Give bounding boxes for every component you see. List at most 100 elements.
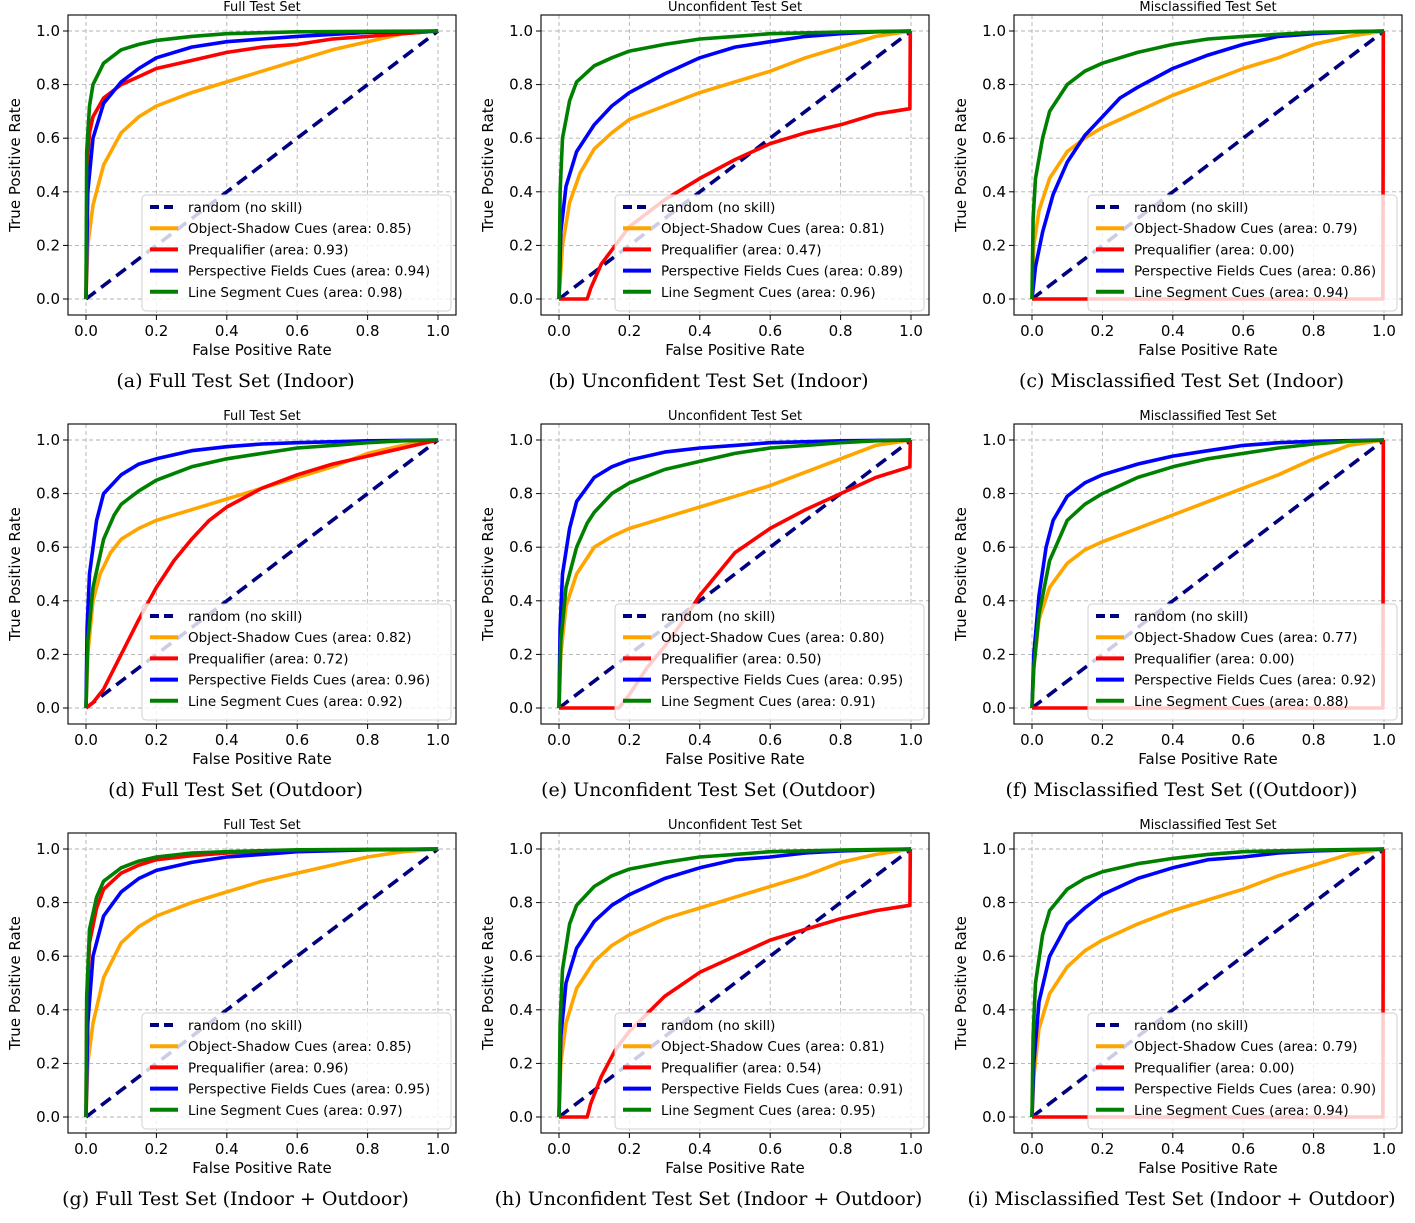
y-tick-label: 1.0	[36, 22, 60, 40]
x-tick-label: 0.4	[688, 322, 712, 340]
y-tick-label: 0.4	[509, 183, 533, 201]
y-tick-label: 0.0	[36, 290, 60, 308]
y-tick-label: 0.2	[509, 1054, 533, 1072]
legend-label-line-segment-cues: Line Segment Cues (area: 0.91)	[661, 694, 876, 710]
series-perspective-fields-cues	[1030, 847, 1385, 1118]
legend-label-random-no-skill: random (no skill)	[661, 200, 775, 216]
series-line-segment-cues	[84, 29, 439, 300]
x-tick-label: 0.8	[356, 322, 380, 340]
roc-chart: 0.0 0.0 0.2 0.2 0.4 0.4 0.6 0.6 0.8 0.8 1.0 1.0 Unco…	[479, 818, 930, 1177]
x-tick-label: 0.0	[74, 731, 98, 749]
legend-label-perspective-fields-cues: Perspective Fields Cues (area: 0.89)	[661, 264, 903, 280]
roc-chart: 0.0 0.0 0.2 0.2 0.4 0.4 0.6 0.6 0.8 0.8 1.0 1.0 Full…	[6, 818, 457, 1177]
x-axis-label: False Positive Rate	[192, 341, 331, 359]
y-tick-label: 0.4	[982, 183, 1006, 201]
x-tick-label: 1.0	[426, 322, 450, 340]
y-tick-label: 0.4	[509, 592, 533, 610]
y-tick-label: 0.4	[982, 592, 1006, 610]
x-tick-label: 0.4	[1161, 1140, 1185, 1158]
y-tick-label: 0.0	[982, 699, 1006, 717]
roc-chart: 0.0 0.0 0.2 0.2 0.4 0.4 0.6 0.6 0.8 0.8 1.0 1.0 Full…	[6, 0, 457, 359]
series-perspective-fields-cues	[84, 847, 439, 1118]
y-axis-label: True Positive Rate	[952, 916, 970, 1051]
y-axis-label: True Positive Rate	[6, 507, 24, 642]
x-tick-label: 1.0	[1372, 1140, 1396, 1158]
legend-label-prequalifier: Prequalifier (area: 0.54)	[661, 1060, 822, 1076]
legend-label-prequalifier: Prequalifier (area: 0.00)	[1134, 1060, 1295, 1076]
series-perspective-fields-cues	[84, 29, 439, 300]
axes-frame	[67, 423, 457, 725]
y-tick-label: 0.2	[36, 1054, 60, 1072]
series-object-shadow-cues	[1030, 29, 1385, 300]
y-tick-label: 0.4	[36, 592, 60, 610]
y-tick-label: 0.2	[36, 236, 60, 254]
x-tick-label: 0.4	[215, 322, 239, 340]
y-tick-label: 0.6	[982, 538, 1006, 556]
y-axis-label: True Positive Rate	[6, 916, 24, 1051]
legend-label-perspective-fields-cues: Perspective Fields Cues (area: 0.91)	[661, 1082, 903, 1098]
y-tick-label: 0.4	[982, 1001, 1006, 1019]
series-random-no-skill	[1030, 847, 1386, 1119]
y-tick-label: 0.2	[509, 645, 533, 663]
y-tick-label: 0.0	[982, 1108, 1006, 1126]
x-tick-label: 0.6	[1231, 322, 1255, 340]
x-axis-label: False Positive Rate	[1138, 1159, 1277, 1177]
legend-box	[1087, 1012, 1398, 1130]
x-axis-label: False Positive Rate	[1138, 750, 1277, 768]
x-tick-label: 0.0	[1020, 731, 1044, 749]
x-tick-label: 0.4	[688, 1140, 712, 1158]
x-tick-label: 0.6	[285, 1140, 309, 1158]
y-tick-label: 0.6	[982, 129, 1006, 147]
x-tick-label: 1.0	[899, 322, 923, 340]
y-tick-label: 0.0	[36, 1108, 60, 1126]
legend-label-object-shadow-cues: Object-Shadow Cues (area: 0.81)	[661, 221, 885, 237]
y-tick-label: 0.8	[982, 76, 1006, 94]
legend-label-object-shadow-cues: Object-Shadow Cues (area: 0.77)	[1134, 630, 1358, 646]
panel-caption: (i) Misclassified Test Set (Indoor + Out…	[967, 1188, 1396, 1210]
legend-label-random-no-skill: random (no skill)	[188, 609, 302, 625]
x-tick-label: 0.2	[144, 731, 168, 749]
x-tick-label: 0.2	[1090, 731, 1114, 749]
legend-label-random-no-skill: random (no skill)	[661, 1018, 775, 1034]
legend-label-random-no-skill: random (no skill)	[1134, 609, 1248, 625]
x-tick-label: 0.0	[74, 1140, 98, 1158]
y-tick-label: 1.0	[36, 840, 60, 858]
x-tick-label: 0.6	[1231, 1140, 1255, 1158]
y-tick-label: 0.2	[982, 236, 1006, 254]
x-tick-label: 0.6	[285, 322, 309, 340]
series-object-shadow-cues	[84, 847, 439, 1118]
x-tick-label: 0.2	[617, 731, 641, 749]
x-tick-label: 0.4	[215, 731, 239, 749]
series-object-shadow-cues	[1030, 847, 1385, 1118]
x-axis-label: False Positive Rate	[192, 750, 331, 768]
series-object-shadow-cues	[557, 847, 912, 1118]
legend-label-prequalifier: Prequalifier (area: 0.47)	[661, 242, 822, 258]
x-tick-label: 1.0	[899, 731, 923, 749]
legend-label-prequalifier: Prequalifier (area: 0.96)	[188, 1060, 349, 1076]
chart-title: Misclassified Test Set	[1139, 409, 1276, 424]
y-tick-label: 0.0	[36, 699, 60, 717]
panel-caption: (h) Unconfident Test Set (Indoor + Outdo…	[494, 1188, 923, 1210]
legend-box	[1087, 603, 1398, 721]
x-tick-label: 0.2	[144, 322, 168, 340]
legend-box	[1087, 194, 1398, 312]
y-tick-label: 1.0	[509, 22, 533, 40]
y-tick-label: 0.8	[36, 894, 60, 912]
panel-f: 0.0 0.0 0.2 0.2 0.4 0.4 0.6 0.6 0.8 0.8 1.0 1.0 Misc…	[946, 409, 1415, 814]
chart-title: Full Test Set	[223, 0, 300, 15]
legend-label-line-segment-cues: Line Segment Cues (area: 0.94)	[1134, 1103, 1349, 1119]
y-tick-label: 0.4	[509, 1001, 533, 1019]
legend-label-prequalifier: Prequalifier (area: 0.93)	[188, 242, 349, 258]
x-tick-label: 0.8	[356, 731, 380, 749]
y-tick-label: 1.0	[509, 431, 533, 449]
x-tick-label: 0.6	[285, 731, 309, 749]
panel-caption: (b) Unconfident Test Set (Indoor)	[548, 370, 869, 392]
series-object-shadow-cues	[557, 438, 912, 709]
x-tick-label: 0.6	[758, 731, 782, 749]
chart-title: Unconfident Test Set	[668, 409, 802, 424]
legend-label-perspective-fields-cues: Perspective Fields Cues (area: 0.94)	[188, 264, 430, 280]
legend-label-perspective-fields-cues: Perspective Fields Cues (area: 0.95)	[661, 673, 903, 689]
y-tick-label: 0.6	[509, 947, 533, 965]
x-tick-label: 0.8	[829, 731, 853, 749]
